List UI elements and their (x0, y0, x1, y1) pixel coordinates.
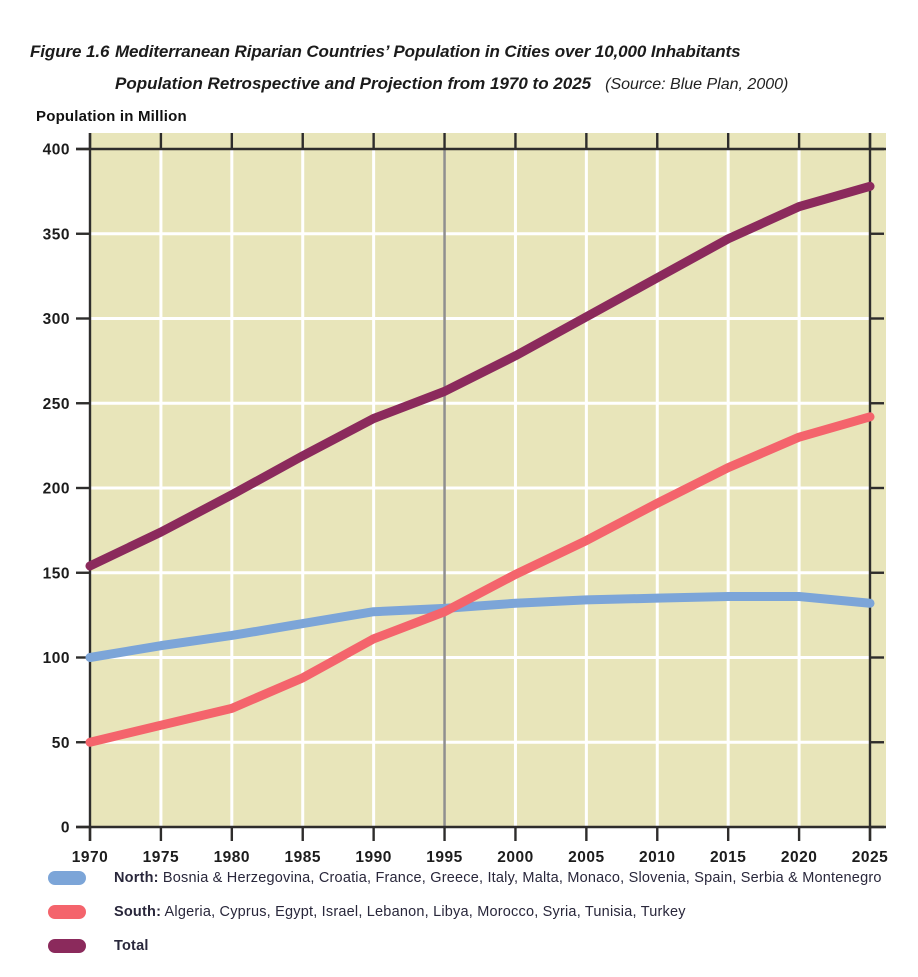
figure-title-text: Mediterranean Riparian Countries’ Popula… (115, 42, 741, 61)
x-tick-label: 2025 (852, 849, 888, 866)
y-tick-label: 50 (52, 735, 70, 752)
x-tick-label: 1995 (426, 849, 462, 866)
legend-item-south: South: Algeria, Cyprus, Egypt, Israel, L… (48, 902, 686, 922)
figure-label: Figure 1.6 (30, 42, 110, 61)
y-tick-label: 150 (43, 565, 70, 582)
y-tick-label: 200 (43, 481, 70, 498)
series-line-south (85, 412, 875, 747)
x-tick-label: 2010 (639, 849, 675, 866)
series-line-north (85, 591, 875, 662)
population-line-chart: 0 50 100 150 200 250 300 350 400 1970 1975 1980 1985… (43, 133, 888, 866)
y-tick-label: 0 (61, 820, 70, 837)
south-swatch-icon (48, 905, 86, 919)
plot-background (90, 133, 886, 827)
total-swatch-icon (48, 939, 86, 953)
x-tick-label: 1970 (72, 849, 108, 866)
x-tick-label: 1975 (143, 849, 179, 866)
y-tick-label: 350 (43, 226, 70, 243)
legend-north-countries: Bosnia & Herzegovina, Croatia, France, G… (162, 870, 882, 886)
series-line-total (85, 181, 875, 571)
x-tick-label: 1980 (214, 849, 250, 866)
x-tick-label: 1990 (355, 849, 391, 866)
figure-title-line2: Population Retrospective and Projection … (115, 74, 788, 94)
x-tick-label: 2020 (781, 849, 817, 866)
legend-north-label: North: (114, 870, 159, 886)
figure-title-line1: Figure 1.6 Mediterranean Riparian Countri… (30, 42, 741, 62)
y-tick-label: 400 (43, 142, 70, 159)
legend-south-label: South: (114, 904, 162, 920)
x-tick-label: 2015 (710, 849, 746, 866)
y-tick-label: 100 (43, 650, 70, 667)
legend-total-label: Total (114, 938, 149, 954)
x-tick-label: 2005 (568, 849, 604, 866)
north-swatch-icon (48, 871, 86, 885)
x-tick-label: 2000 (497, 849, 533, 866)
y-tick-label: 300 (43, 311, 70, 328)
y-tick-label: 250 (43, 396, 70, 413)
legend-item-total: Total (48, 936, 149, 956)
legend-south-countries: Algeria, Cyprus, Egypt, Israel, Lebanon,… (164, 904, 686, 920)
legend-item-north: North: Bosnia & Herzegovina, Croatia, Fr… (48, 868, 882, 888)
y-axis-title: Population in Million (36, 108, 187, 125)
figure-subtitle-text: Population Retrospective and Projection … (115, 74, 592, 93)
x-tick-label: 1985 (284, 849, 320, 866)
figure-source: (Source: Blue Plan, 2000) (605, 76, 789, 93)
